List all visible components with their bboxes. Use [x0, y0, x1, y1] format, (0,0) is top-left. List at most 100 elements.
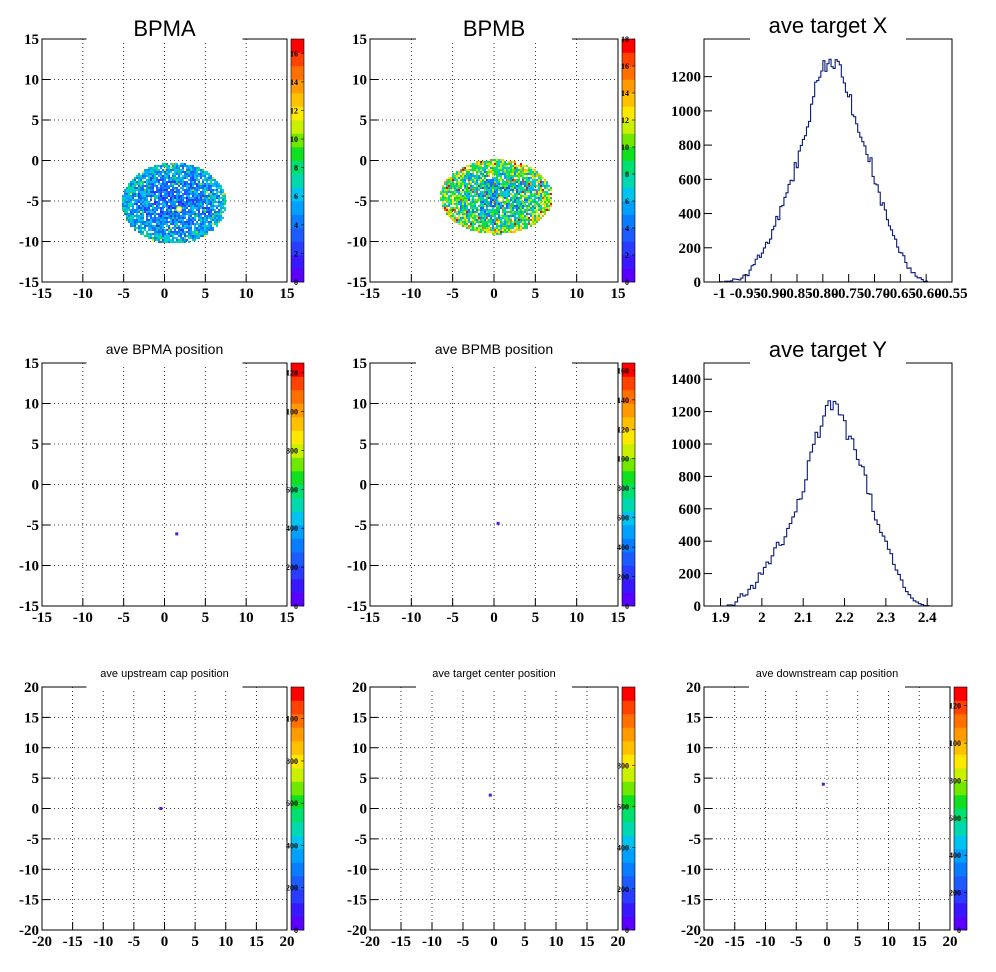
heatmap-cell [450, 201, 452, 203]
heatmap-cell [124, 205, 126, 207]
heatmap-cell [160, 209, 162, 211]
y-tick-label: -15 [347, 275, 367, 291]
heatmap-cell [482, 191, 484, 193]
heatmap-cell [146, 173, 148, 175]
heatmap-cell [470, 213, 472, 215]
heatmap-cell [198, 231, 200, 233]
heatmap-cell [524, 203, 526, 205]
heatmap-cell [182, 217, 184, 219]
heatmap-cell [544, 201, 546, 203]
heatmap-cell [480, 173, 482, 175]
y-tick-label: -20 [19, 923, 39, 939]
heatmap-cell [492, 185, 494, 187]
heatmap-cell [200, 231, 202, 233]
palette-swatch [291, 741, 304, 755]
heatmap-cell [202, 209, 204, 211]
heatmap-cell [462, 167, 464, 169]
heatmap-cell [514, 185, 516, 187]
heatmap-cell [206, 233, 208, 235]
heatmap-cell [522, 183, 524, 185]
palette-swatch [291, 201, 304, 215]
heatmap-cell [498, 233, 500, 235]
heatmap-cell [170, 213, 172, 215]
heatmap-cell [136, 187, 138, 189]
heatmap-cell [482, 183, 484, 185]
heatmap-cell [132, 187, 134, 189]
heatmap-cell [524, 193, 526, 195]
heatmap-cell [512, 191, 514, 193]
heatmap-cell [170, 199, 172, 201]
heatmap-cell [498, 205, 500, 207]
heatmap-cell [170, 231, 172, 233]
heatmap-cell [128, 199, 130, 201]
heatmap-cell [150, 187, 152, 189]
heatmap-cell [174, 229, 176, 231]
heatmap-cell [518, 185, 520, 187]
heatmap-cell [128, 183, 130, 185]
heatmap-cell [514, 195, 516, 197]
heatmap-cell [444, 209, 446, 211]
heatmap-cell [482, 181, 484, 183]
heatmap-cell [204, 199, 206, 201]
heatmap-cell [180, 197, 182, 199]
y-tick-label: 5 [32, 113, 40, 129]
x-tick-label: 20 [611, 934, 626, 950]
heatmap-cell [544, 185, 546, 187]
heatmap-cell [528, 195, 530, 197]
heatmap-cell [478, 177, 480, 179]
heatmap-cell [490, 209, 492, 211]
heatmap-cell [158, 197, 160, 199]
heatmap-cell [508, 231, 510, 233]
heatmap-cell [532, 223, 534, 225]
heatmap-cell [206, 215, 208, 217]
heatmap-cell [168, 169, 170, 171]
heatmap-cell [166, 235, 168, 237]
heatmap-cell [468, 169, 470, 171]
heatmap-cell [148, 229, 150, 231]
heatmap-cell [146, 203, 148, 205]
heatmap-cell [488, 181, 490, 183]
heatmap-cell [134, 203, 136, 205]
heatmap-cell [160, 229, 162, 231]
heatmap-cell [474, 187, 476, 189]
heatmap-cell [480, 201, 482, 203]
heatmap-cell [546, 209, 548, 211]
heatmap-cell [500, 203, 502, 205]
heatmap-cell [512, 161, 514, 163]
heatmap-cell [476, 171, 478, 173]
heatmap-cell [516, 229, 518, 231]
heatmap-cell [484, 201, 486, 203]
heatmap-cell [494, 171, 496, 173]
heatmap-cell [468, 183, 470, 185]
heatmap-cell [522, 223, 524, 225]
y-tick-label: 0 [360, 154, 368, 170]
heatmap-cell [224, 197, 226, 199]
heatmap-cell [506, 201, 508, 203]
heatmap-cell [498, 181, 500, 183]
heatmap-cell [536, 217, 538, 219]
heatmap-cell [486, 217, 488, 219]
heatmap-cell [180, 233, 182, 235]
palette-tick-label: 400 [617, 543, 629, 552]
heatmap-cell [464, 185, 466, 187]
heatmap-cell [492, 213, 494, 215]
heatmap-cell [472, 225, 474, 227]
heatmap-cell [492, 229, 494, 231]
heatmap-cell [142, 189, 144, 191]
heatmap-cell [488, 179, 490, 181]
heatmap-cell [140, 191, 142, 193]
heatmap-cell [206, 189, 208, 191]
heatmap-cell [172, 187, 174, 189]
heatmap-cell [486, 161, 488, 163]
heatmap-cell [188, 193, 190, 195]
palette-tick-label: 100 [286, 715, 298, 724]
heatmap-cell [148, 219, 150, 221]
heatmap-cell [204, 217, 206, 219]
heatmap-cell [198, 167, 200, 169]
heatmap-cell [452, 217, 454, 219]
heatmap-cell [494, 197, 496, 199]
heatmap-cell [128, 213, 130, 215]
heatmap-cell [138, 207, 140, 209]
heatmap-cell [184, 209, 186, 211]
y-tick-label: -15 [347, 599, 367, 615]
